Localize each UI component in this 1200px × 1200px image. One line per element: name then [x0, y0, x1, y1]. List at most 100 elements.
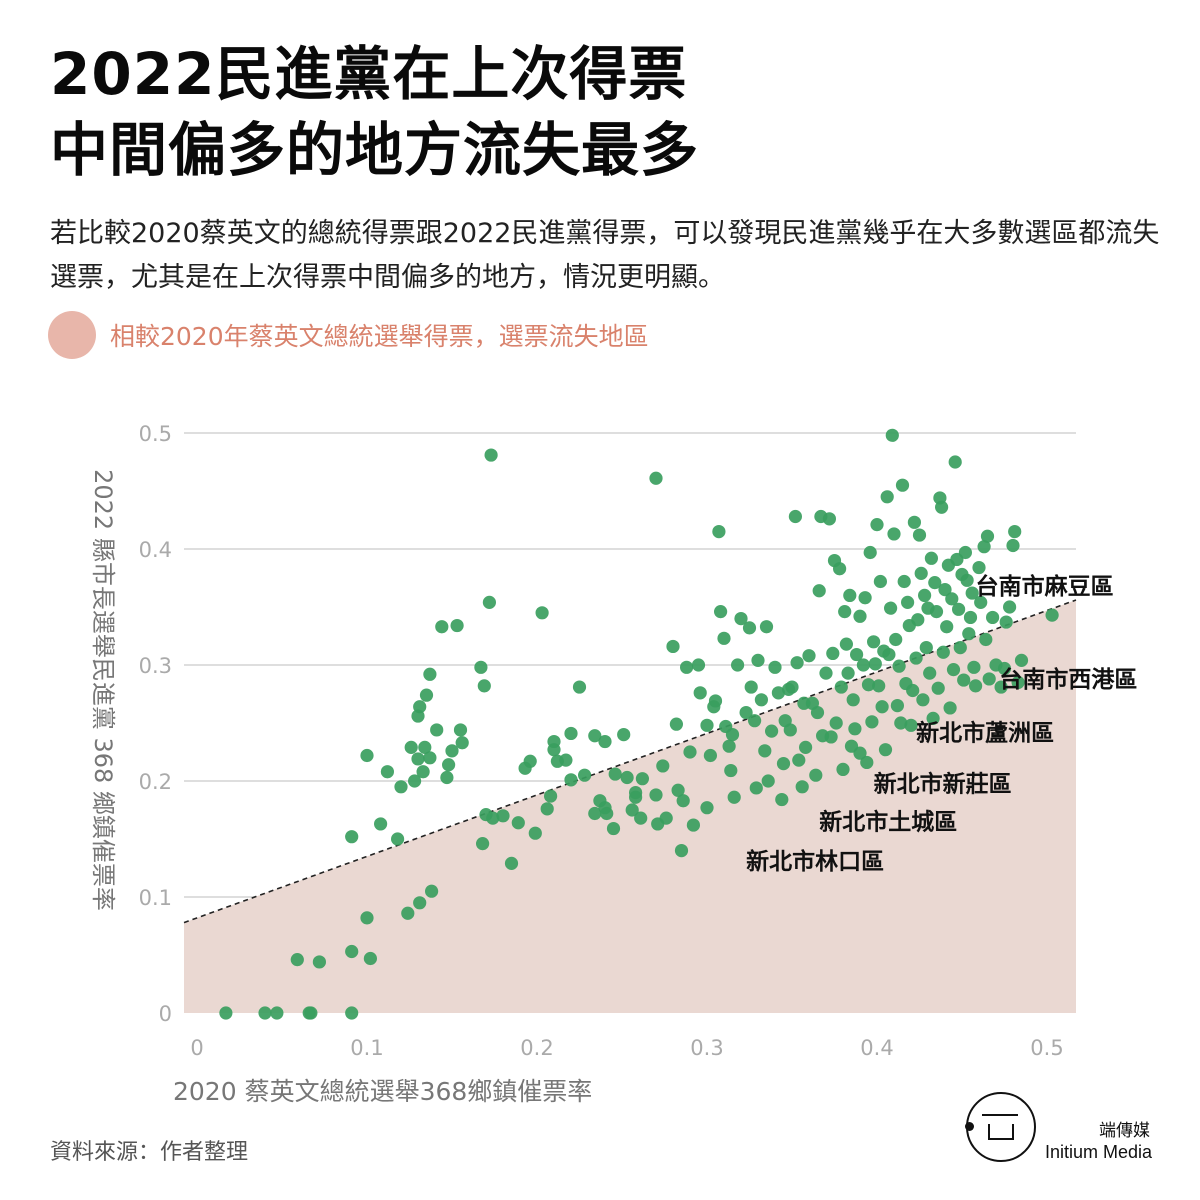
data-point-16	[425, 884, 439, 898]
data-point-188	[907, 515, 922, 529]
data-point-132	[802, 649, 816, 663]
x-tick-label-1: 0.1	[350, 1036, 383, 1060]
data-point-5	[345, 1006, 359, 1020]
data-point-7	[312, 955, 326, 969]
data-point-241	[1045, 608, 1059, 622]
data-point-214	[952, 602, 966, 616]
axis-ticks: 0 0.1 0.2 0.3 0.4 0.5 0 0.1 0.2 0.3 0.4 0.5	[139, 422, 1064, 1060]
annotation-5: 新北市林口區	[746, 848, 884, 875]
data-point-119	[771, 686, 786, 700]
data-point-98	[714, 605, 728, 619]
data-point-97	[712, 525, 726, 539]
x-tick-label-0: 0	[190, 1036, 203, 1060]
data-point-128	[792, 753, 806, 767]
data-point-60	[572, 680, 587, 694]
data-point-146	[834, 680, 848, 694]
data-point-236	[1003, 600, 1017, 614]
brand-name-en: Initium Media	[1044, 1142, 1152, 1162]
data-point-135	[810, 705, 825, 720]
data-point-166	[870, 518, 884, 532]
data-point-161	[861, 678, 876, 692]
data-point-10	[360, 911, 374, 925]
data-point-190	[911, 613, 925, 627]
data-point-223	[967, 660, 981, 674]
annotation-3: 新北市新莊區	[874, 770, 1012, 797]
data-point-74	[629, 790, 643, 804]
data-point-220	[962, 627, 976, 641]
data-point-70	[617, 728, 631, 742]
data-point-172	[880, 490, 894, 504]
data-point-17	[360, 748, 374, 763]
data-point-120	[775, 792, 789, 807]
data-point-149	[839, 637, 854, 651]
data-point-39	[477, 679, 491, 693]
data-point-147	[836, 762, 850, 777]
data-point-239	[1011, 675, 1025, 690]
data-point-217	[957, 673, 971, 687]
data-point-178	[890, 699, 905, 713]
data-point-117	[765, 724, 779, 738]
data-point-116	[761, 774, 775, 788]
data-point-110	[748, 714, 762, 728]
x-tick-label-5: 0.5	[1030, 1036, 1063, 1060]
data-point-201	[929, 605, 944, 619]
data-point-33	[416, 765, 430, 779]
data-point-197	[923, 666, 937, 680]
data-point-24	[430, 723, 444, 737]
data-point-83	[669, 717, 684, 731]
data-point-89	[686, 818, 701, 832]
data-point-150	[841, 666, 855, 680]
data-point-91	[693, 686, 707, 700]
data-point-193	[916, 693, 930, 707]
data-point-34	[435, 620, 449, 634]
data-point-233	[994, 680, 1008, 694]
data-point-8	[345, 944, 359, 959]
data-point-80	[656, 759, 670, 773]
y-tick-label-2: 0.2	[139, 770, 172, 794]
data-point-153	[846, 693, 860, 707]
data-point-163	[865, 715, 879, 729]
data-point-107	[739, 705, 753, 720]
data-point-61	[578, 768, 592, 782]
y-axis-label: 2022 縣市長選舉民進黨 368 鄉鎮催票率	[89, 469, 117, 911]
data-point-105	[731, 658, 745, 672]
data-point-189	[909, 651, 923, 665]
legend-swatch	[48, 311, 96, 359]
data-point-85	[674, 844, 689, 858]
data-point-230	[982, 672, 996, 686]
data-point-157	[853, 746, 867, 760]
data-point-82	[666, 639, 680, 654]
data-point-15	[413, 896, 427, 910]
data-point-207	[940, 620, 954, 634]
data-point-192	[914, 566, 928, 580]
data-point-112	[751, 653, 765, 667]
data-point-65	[598, 734, 612, 749]
data-point-131	[799, 740, 813, 754]
chart-title: 2022民進黨在上次得票 中間偏多的地方流失最多	[50, 36, 699, 188]
data-point-9	[363, 951, 377, 966]
data-point-168	[873, 574, 888, 589]
data-point-177	[889, 632, 903, 647]
data-point-104	[727, 790, 741, 804]
data-point-180	[894, 716, 908, 730]
data-point-108	[742, 621, 757, 635]
data-point-179	[892, 659, 906, 673]
data-point-227	[977, 540, 991, 554]
data-point-148	[838, 605, 852, 619]
title-line-1: 2022民進黨在上次得票	[50, 40, 688, 108]
legend: 相較2020年蔡英文總統選舉得票，選票流失地區	[48, 310, 649, 360]
data-point-55	[547, 743, 561, 757]
data-point-144	[829, 716, 843, 730]
data-point-182	[897, 574, 911, 589]
data-point-212	[948, 455, 962, 469]
data-point-101	[722, 739, 736, 753]
data-point-118	[768, 660, 782, 674]
data-point-53	[544, 789, 558, 803]
data-point-159	[858, 591, 872, 605]
data-point-81	[659, 811, 673, 825]
x-tick-label-3: 0.3	[690, 1036, 723, 1060]
data-point-18	[380, 765, 394, 779]
data-point-134	[809, 768, 823, 782]
data-point-206	[938, 583, 952, 597]
